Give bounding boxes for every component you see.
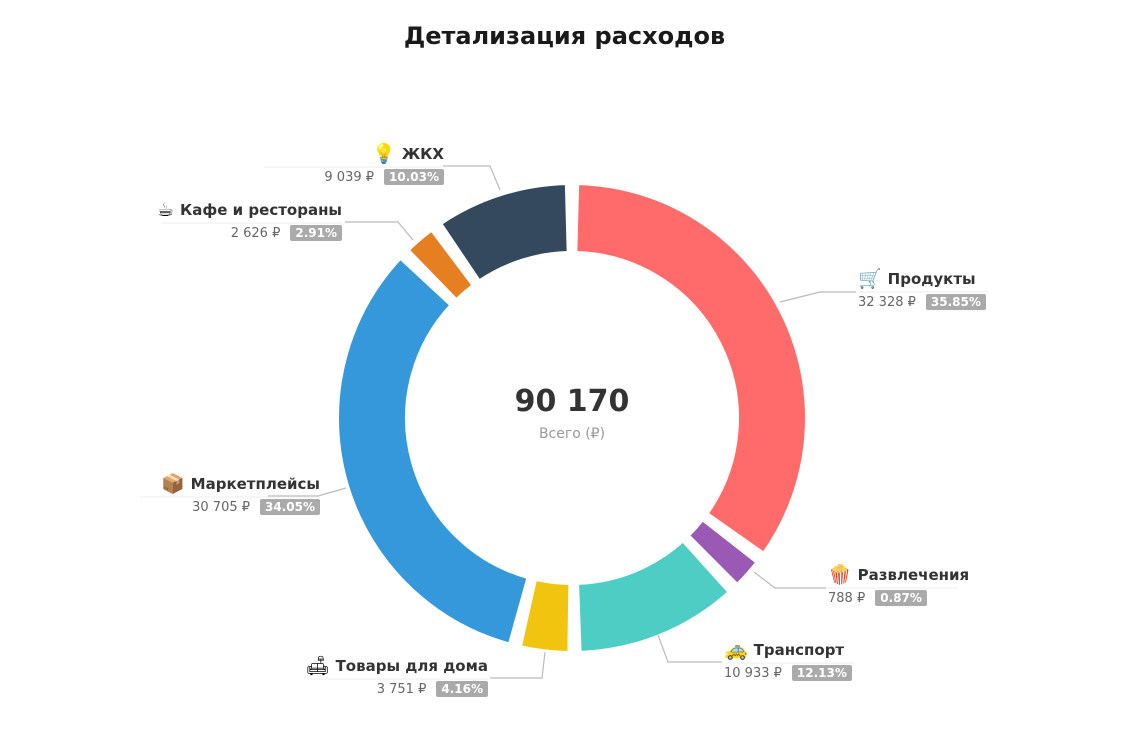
slice-label-name-row: 🛒 Продукты [858,267,1129,291]
slice-amount: 788 ₽ [828,590,866,606]
slice-label-name-row: 💡 ЖКХ [124,142,444,166]
couch-icon: 🛋 [305,655,330,677]
slice-label: 🚕 Транспорт 10 933 ₽ 12.13% [724,638,1044,683]
slice-4[interactable] [520,579,571,653]
slice-5[interactable] [337,257,529,645]
taxi-icon: 🚕 [724,639,748,661]
slice-3[interactable] [577,540,730,653]
slice-label-name-row: 🚕 Транспорт [724,638,1044,662]
slice-label-name-row: 📦 Маркетплейсы [0,472,320,496]
slice-6[interactable] [407,229,474,300]
slice-7[interactable] [440,183,569,282]
slice-label-value-row: 9 039 ₽ 10.03% [124,167,444,187]
slice-percent-badge: 34.05% [260,499,320,515]
slice-1[interactable] [575,183,807,554]
slice-percent-badge: 4.16% [436,681,488,697]
slice-label-value-row: 2 626 ₽ 2.91% [22,223,342,243]
light-bulb-icon: 💡 [372,143,396,165]
center-caption: Всего (₽) [538,426,606,442]
center-total: 90 170 [514,384,630,419]
slice-label-name-row: 🛋 Товары для дома [168,654,488,678]
coffee-cup-icon: ☕ [156,199,175,221]
leader-line-3 [657,634,722,663]
slice-amount: 32 328 ₽ [858,294,916,310]
slice-name: Кафе и рестораны [180,201,342,219]
leader-line-5 [268,487,347,497]
slice-amount: 2 626 ₽ [230,225,281,241]
slice-label-name-row: 🍿 Развлечения [828,563,1129,587]
slice-amount: 30 705 ₽ [192,499,251,515]
slice-percent-badge: 12.13% [791,665,852,681]
leader-line-6 [345,221,414,241]
slice-name: Продукты [887,270,976,288]
leader-line-4 [490,651,546,679]
slice-amount: 9 039 ₽ [324,169,375,185]
slice-percent-badge: 10.03% [384,169,444,185]
slice-label: ☕ Кафе и рестораны 2 626 ₽ 2.91% [22,198,342,243]
slice-percent-badge: 35.85% [925,294,986,310]
slice-name: Маркетплейсы [190,475,320,493]
popcorn-icon: 🍿 [828,564,852,586]
leader-line-2 [753,571,826,589]
slice-label: 🛋 Товары для дома 3 751 ₽ 4.16% [168,654,488,699]
slice-label: 📦 Маркетплейсы 30 705 ₽ 34.05% [0,472,320,517]
slice-label-value-row: 30 705 ₽ 34.05% [0,497,320,517]
slice-amount: 10 933 ₽ [724,665,782,681]
slice-amount: 3 751 ₽ [376,681,427,697]
slice-label: 💡 ЖКХ 9 039 ₽ 10.03% [124,142,444,187]
shopping-cart-icon: 🛒 [858,268,882,290]
leader-line-7 [443,165,501,191]
slice-2[interactable] [688,519,758,585]
package-icon: 📦 [161,473,185,495]
slice-label-value-row: 788 ₽ 0.87% [828,588,1129,608]
slice-label: 🍿 Развлечения 788 ₽ 0.87% [828,563,1129,608]
slice-name: Товары для дома [335,657,488,675]
slice-name: ЖКХ [401,145,444,163]
slice-percent-badge: 0.87% [875,590,927,606]
slice-name: Транспорт [753,641,845,659]
leader-line-1 [779,291,856,303]
slice-label-name-row: ☕ Кафе и рестораны [22,198,342,222]
slice-label-value-row: 10 933 ₽ 12.13% [724,663,1044,683]
slice-name: Развлечения [857,566,970,584]
slice-percent-badge: 2.91% [290,225,342,241]
slice-label-value-row: 3 751 ₽ 4.16% [168,679,488,699]
chart-title: Детализация расходов [403,22,726,50]
slice-label: 🛒 Продукты 32 328 ₽ 35.85% [858,267,1129,312]
slice-label-value-row: 32 328 ₽ 35.85% [858,292,1129,312]
